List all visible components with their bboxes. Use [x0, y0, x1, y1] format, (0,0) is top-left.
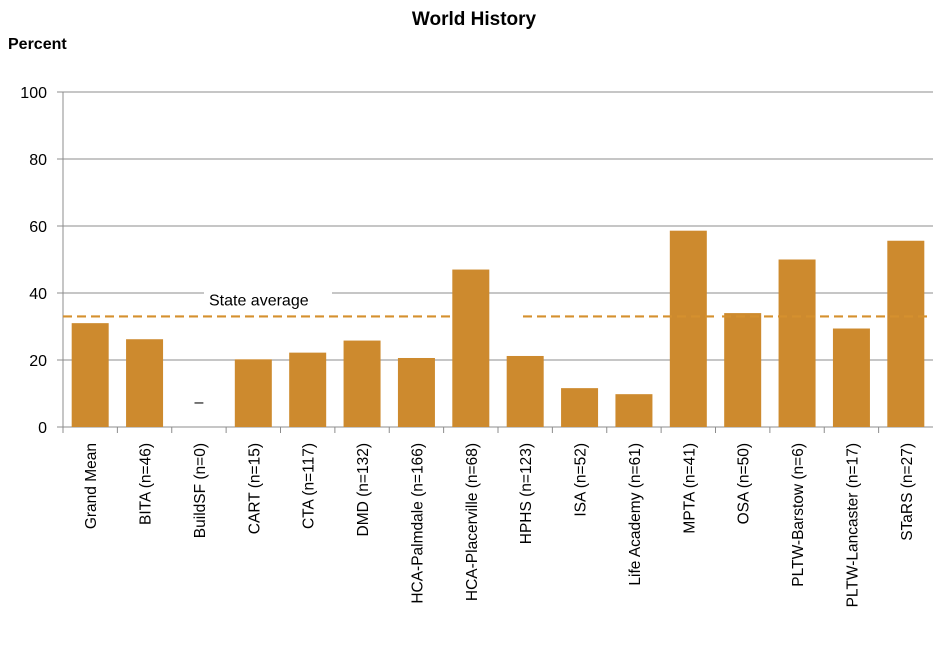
bar-hca-placerville-n-68	[452, 269, 490, 427]
bar-grand-mean	[71, 323, 109, 427]
y-tick-label-100: 100	[20, 85, 47, 102]
x-tick-label-pltw-lancaster-n-17: PLTW-Lancaster (n=17)	[844, 443, 861, 607]
x-tick-label-life-academy-n-61: Life Academy (n=61)	[627, 443, 644, 586]
y-tick-label-20: 20	[29, 353, 47, 370]
y-tick-label-40: 40	[29, 286, 47, 303]
x-tick-label-osa-n-50: OSA (n=50)	[736, 443, 753, 524]
missing-value-marker-buildsf-n-0: –	[194, 394, 203, 411]
x-tick-label-pltw-barstow-n-6: PLTW-Barstow (n=6)	[790, 443, 807, 587]
x-tick-label-bita-n-46: BITA (n=46)	[138, 443, 155, 525]
bar-pltw-lancaster-n-17	[832, 328, 870, 427]
y-tick-label-80: 80	[29, 152, 47, 169]
bar-dmd-n-132	[343, 340, 381, 427]
bar-cart-n-15	[234, 359, 272, 427]
bars: –	[71, 230, 925, 427]
x-tick-label-isa-n-52: ISA (n=52)	[573, 443, 590, 517]
x-tick-label-hca-placerville-n-68: HCA-Placerville (n=68)	[464, 443, 481, 601]
y-axis-label: Percent	[8, 36, 67, 53]
x-tick-label-buildsf-n-0: BuildSF (n=0)	[192, 443, 209, 538]
x-tick-label-stars-n-27: STaRS (n=27)	[899, 443, 916, 541]
state-average-label-bg	[204, 288, 332, 311]
state-average-label: State average	[209, 292, 309, 309]
x-tick-label-dmd-n-132: DMD (n=132)	[355, 443, 372, 536]
x-tick-label-cta-n-117: CTA (n=117)	[301, 443, 318, 529]
bar-osa-n-50	[724, 313, 762, 427]
x-tick-label-hphs-n-123: HPHS (n=123)	[518, 443, 535, 544]
state-average-reference: State average	[63, 288, 930, 318]
bar-isa-n-52	[561, 388, 599, 427]
x-tick-label-grand-mean: Grand Mean	[83, 443, 100, 529]
chart-title: World History	[412, 9, 537, 30]
y-tick-label-60: 60	[29, 219, 47, 236]
x-tick-label-cart-n-15: CART (n=15)	[246, 443, 263, 534]
bar-cta-n-117	[289, 352, 327, 427]
bar-hca-palmdale-n-166	[397, 357, 435, 427]
bar-life-academy-n-61	[615, 394, 653, 427]
x-tick-label-hca-palmdale-n-166: HCA-Palmdale (n=166)	[409, 443, 426, 604]
bar-hphs-n-123	[506, 355, 544, 427]
bar-pltw-barstow-n-6	[778, 259, 816, 427]
bar-mpta-n-41	[669, 230, 707, 427]
category-labels: Grand Mean BITA (n=46) BuildSF (n=0) CART (…	[83, 443, 916, 607]
x-tick-label-mpta-n-41: MPTA (n=41)	[681, 443, 698, 534]
y-tick-label-0: 0	[38, 420, 47, 437]
bar-bita-n-46	[126, 339, 164, 427]
bar-stars-n-27	[887, 240, 925, 427]
